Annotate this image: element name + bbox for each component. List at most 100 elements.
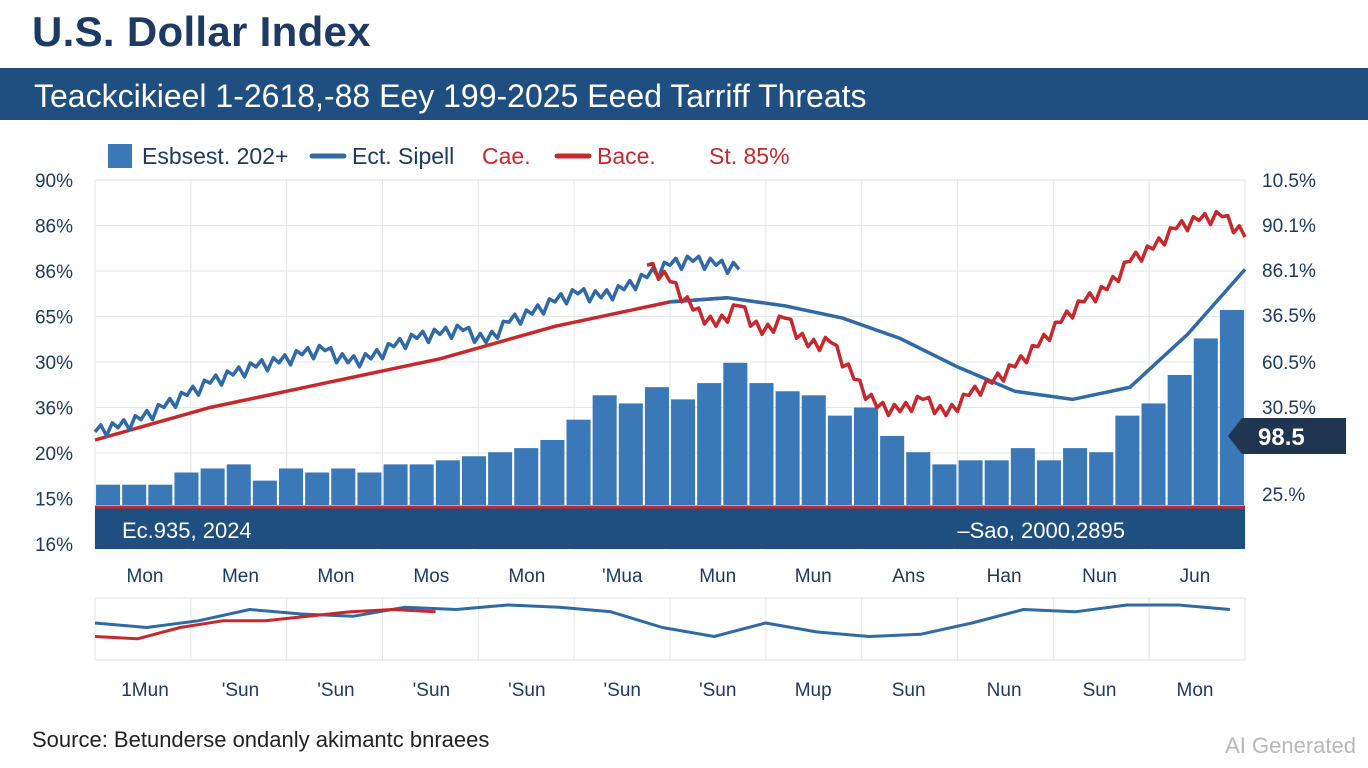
y-left-tick-label: 86% bbox=[35, 262, 73, 283]
volume-bar bbox=[671, 399, 696, 505]
x-axis-label: Mon bbox=[127, 566, 164, 587]
sub-x-axis-label: Sun bbox=[1083, 680, 1117, 701]
sub-x-axis-label: 'Sun bbox=[222, 680, 259, 701]
sub-blue-line bbox=[94, 603, 1231, 638]
volume-bar bbox=[644, 387, 669, 505]
y-left-tick-label: 65% bbox=[35, 308, 73, 329]
volume-bar bbox=[854, 407, 879, 505]
y-left-tick-label: 16% bbox=[35, 535, 73, 556]
volume-bar bbox=[1115, 415, 1140, 505]
volume-bar bbox=[383, 464, 408, 505]
x-axis-label: 'Mua bbox=[602, 566, 643, 587]
x-axis-label: Ans bbox=[892, 566, 925, 587]
legend-swatch-square bbox=[108, 144, 132, 168]
y-right-tick-label: 30.5% bbox=[1262, 398, 1316, 419]
sub-x-axis-label: 'Sun bbox=[317, 680, 354, 701]
source-note: Source: Betunderse ondanly akimantc bnra… bbox=[32, 727, 490, 752]
volume-bar bbox=[148, 484, 173, 505]
sub-x-axis-label: Mup bbox=[795, 680, 832, 701]
sub-x-axis-label: 'Sun bbox=[604, 680, 641, 701]
x-axis-label: Men bbox=[222, 566, 259, 587]
x-axis-label: Mun bbox=[795, 566, 832, 587]
x-axis-label: Han bbox=[987, 566, 1022, 587]
legend-label: St. 85% bbox=[709, 143, 790, 169]
chart-subtitle: Teackcikieel 1-2618,-88 Eey 199-2025 Eee… bbox=[34, 78, 867, 114]
value-callout-badge bbox=[1228, 418, 1346, 454]
volume-bar bbox=[906, 452, 931, 505]
volume-bar bbox=[566, 419, 591, 505]
x-axis-label: Nun bbox=[1082, 566, 1117, 587]
chart-title: U.S. Dollar Index bbox=[32, 8, 371, 55]
volume-bar bbox=[880, 435, 905, 505]
volume-bar bbox=[174, 472, 199, 505]
sub-x-axis-label: 'Sun bbox=[699, 680, 736, 701]
sub-x-axis-label: 'Sun bbox=[413, 680, 450, 701]
volume-bar bbox=[749, 383, 774, 505]
volume-bar bbox=[252, 480, 277, 505]
volume-bar bbox=[1089, 452, 1114, 505]
red-index-line bbox=[646, 209, 1247, 418]
subtitle-band: Teackcikieel 1-2618,-88 Eey 199-2025 Eee… bbox=[0, 68, 1368, 120]
date-band bbox=[95, 507, 1245, 549]
volume-bar bbox=[984, 460, 1009, 505]
volume-bar bbox=[435, 460, 460, 505]
volume-bar bbox=[488, 452, 513, 505]
volume-bar bbox=[801, 395, 826, 505]
ai-watermark: AI Generated bbox=[1225, 733, 1356, 758]
sub-x-axis-label: Nun bbox=[987, 680, 1022, 701]
sub-x-axis-label: Mon bbox=[1177, 680, 1214, 701]
y-right-tick-label: 60.5% bbox=[1262, 353, 1316, 374]
x-axis-label: Mos bbox=[413, 566, 449, 587]
x-axis-label: Jun bbox=[1180, 566, 1211, 587]
volume-bar bbox=[1063, 448, 1088, 505]
legend-label: Cae. bbox=[482, 143, 531, 169]
volume-bar bbox=[932, 464, 957, 505]
x-axis-label: Mon bbox=[508, 566, 545, 587]
sub-x-axis-label: 1Mun bbox=[121, 680, 169, 701]
sub-red-line bbox=[94, 608, 436, 641]
volume-bar bbox=[697, 383, 722, 505]
volume-bar bbox=[958, 460, 983, 505]
y-left-tick-label: 20% bbox=[35, 444, 73, 465]
volume-bar bbox=[514, 448, 539, 505]
volume-bar bbox=[1193, 338, 1218, 505]
y-left-tick-label: 30% bbox=[35, 353, 73, 374]
x-axis-label: Mon bbox=[317, 566, 354, 587]
volume-bar bbox=[723, 362, 748, 505]
legend-label: Esbsest. 202+ bbox=[142, 143, 288, 169]
volume-bar bbox=[1167, 375, 1192, 505]
legend-label: Bace. bbox=[597, 143, 656, 169]
volume-bar bbox=[827, 415, 852, 505]
volume-bar bbox=[540, 440, 565, 505]
band-right-label: –Sao, 2000,2895 bbox=[957, 518, 1125, 543]
band-left-label: Ec.935, 2024 bbox=[122, 518, 252, 543]
volume-bar bbox=[226, 464, 251, 505]
y-left-tick-label: 90% bbox=[35, 171, 73, 192]
y-left-tick-label: 36% bbox=[35, 399, 73, 420]
value-callout-text: 98.5 bbox=[1258, 424, 1305, 451]
legend-label: Ect. Sipell bbox=[352, 143, 454, 169]
volume-bar bbox=[592, 395, 617, 505]
volume-bar bbox=[775, 391, 800, 505]
x-axis-label: Mun bbox=[699, 566, 736, 587]
volume-bar bbox=[305, 472, 330, 505]
volume-bar bbox=[279, 468, 304, 505]
y-right-tick-label: 86.1% bbox=[1262, 261, 1316, 282]
y-right-tick-label: 90.1% bbox=[1262, 216, 1316, 237]
volume-bar bbox=[618, 403, 643, 505]
y-right-tick-label: 10.5% bbox=[1262, 171, 1316, 192]
volume-bar bbox=[1036, 460, 1061, 505]
y-left-tick-label: 15% bbox=[35, 490, 73, 511]
volume-bar bbox=[1219, 310, 1244, 505]
volume-bar bbox=[461, 456, 486, 505]
y-left-tick-label: 86% bbox=[35, 217, 73, 238]
volume-bar bbox=[409, 464, 434, 505]
volume-bar bbox=[1141, 403, 1166, 505]
volume-bar bbox=[96, 484, 121, 505]
y-right-tick-label: 36.5% bbox=[1262, 306, 1316, 327]
sub-x-axis-label: Sun bbox=[892, 680, 926, 701]
volume-bar bbox=[200, 468, 225, 505]
sub-x-axis-label: 'Sun bbox=[508, 680, 545, 701]
blue-index-line bbox=[93, 254, 741, 438]
blue-smooth-line bbox=[669, 268, 1247, 402]
